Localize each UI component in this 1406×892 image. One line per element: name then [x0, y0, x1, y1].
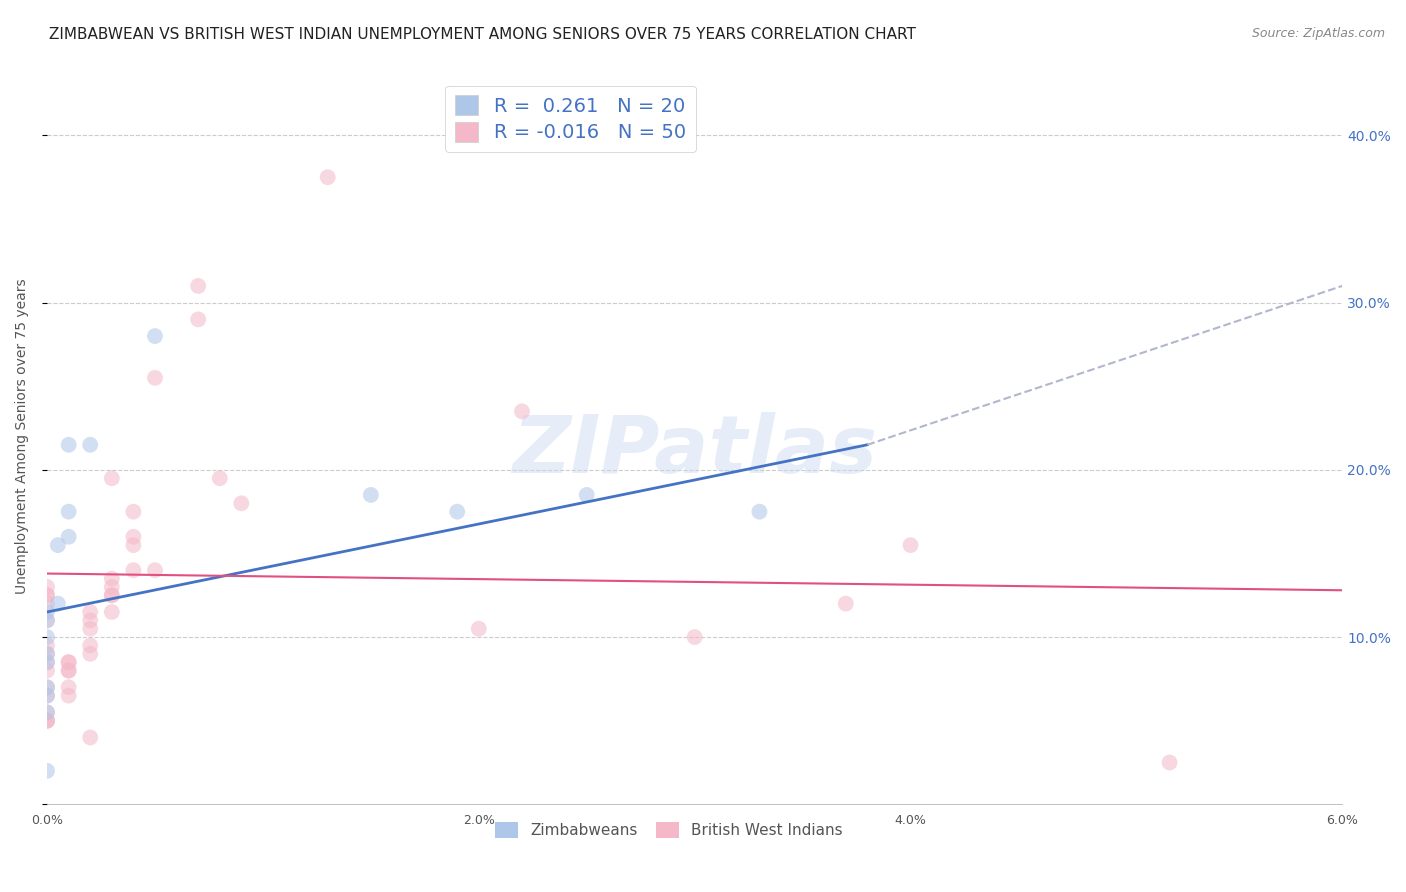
- Point: [122, 530, 145, 544]
- Point: [35, 605, 58, 619]
- Point: [900, 538, 922, 552]
- Point: [35, 647, 58, 661]
- Point: [835, 597, 858, 611]
- Point: [35, 655, 58, 669]
- Point: [316, 170, 339, 185]
- Legend: Zimbabweans, British West Indians: Zimbabweans, British West Indians: [489, 816, 849, 845]
- Point: [46, 597, 69, 611]
- Point: [683, 630, 706, 644]
- Point: [35, 588, 58, 602]
- Point: [101, 588, 124, 602]
- Point: [187, 279, 209, 293]
- Y-axis label: Unemployment Among Seniors over 75 years: Unemployment Among Seniors over 75 years: [15, 278, 30, 594]
- Point: [101, 605, 124, 619]
- Point: [101, 588, 124, 602]
- Point: [35, 664, 58, 678]
- Point: [58, 664, 80, 678]
- Point: [35, 639, 58, 653]
- Point: [58, 689, 80, 703]
- Point: [510, 404, 533, 418]
- Point: [35, 714, 58, 728]
- Point: [79, 605, 101, 619]
- Point: [143, 329, 166, 343]
- Point: [79, 613, 101, 627]
- Point: [58, 655, 80, 669]
- Point: [79, 647, 101, 661]
- Point: [143, 371, 166, 385]
- Point: [748, 505, 770, 519]
- Point: [58, 664, 80, 678]
- Point: [35, 680, 58, 694]
- Point: [35, 588, 58, 602]
- Point: [468, 622, 491, 636]
- Point: [35, 706, 58, 720]
- Point: [35, 655, 58, 669]
- Point: [208, 471, 231, 485]
- Text: Source: ZipAtlas.com: Source: ZipAtlas.com: [1251, 27, 1385, 40]
- Point: [58, 438, 80, 452]
- Point: [360, 488, 382, 502]
- Point: [35, 613, 58, 627]
- Point: [35, 706, 58, 720]
- Point: [58, 655, 80, 669]
- Point: [79, 622, 101, 636]
- Point: [35, 714, 58, 728]
- Point: [46, 538, 69, 552]
- Point: [575, 488, 598, 502]
- Point: [35, 630, 58, 644]
- Point: [187, 312, 209, 326]
- Point: [58, 505, 80, 519]
- Point: [58, 530, 80, 544]
- Point: [35, 714, 58, 728]
- Point: [101, 471, 124, 485]
- Point: [122, 538, 145, 552]
- Point: [35, 689, 58, 703]
- Point: [122, 563, 145, 577]
- Point: [79, 639, 101, 653]
- Text: ZIPatlas: ZIPatlas: [512, 412, 877, 490]
- Point: [58, 680, 80, 694]
- Point: [143, 563, 166, 577]
- Point: [35, 580, 58, 594]
- Point: [446, 505, 468, 519]
- Point: [1159, 756, 1181, 770]
- Point: [35, 680, 58, 694]
- Point: [35, 689, 58, 703]
- Point: [122, 505, 145, 519]
- Point: [35, 647, 58, 661]
- Point: [101, 572, 124, 586]
- Point: [101, 580, 124, 594]
- Point: [35, 613, 58, 627]
- Point: [231, 496, 253, 510]
- Point: [79, 438, 101, 452]
- Point: [79, 731, 101, 745]
- Point: [35, 597, 58, 611]
- Text: ZIMBABWEAN VS BRITISH WEST INDIAN UNEMPLOYMENT AMONG SENIORS OVER 75 YEARS CORRE: ZIMBABWEAN VS BRITISH WEST INDIAN UNEMPL…: [49, 27, 917, 42]
- Point: [35, 764, 58, 778]
